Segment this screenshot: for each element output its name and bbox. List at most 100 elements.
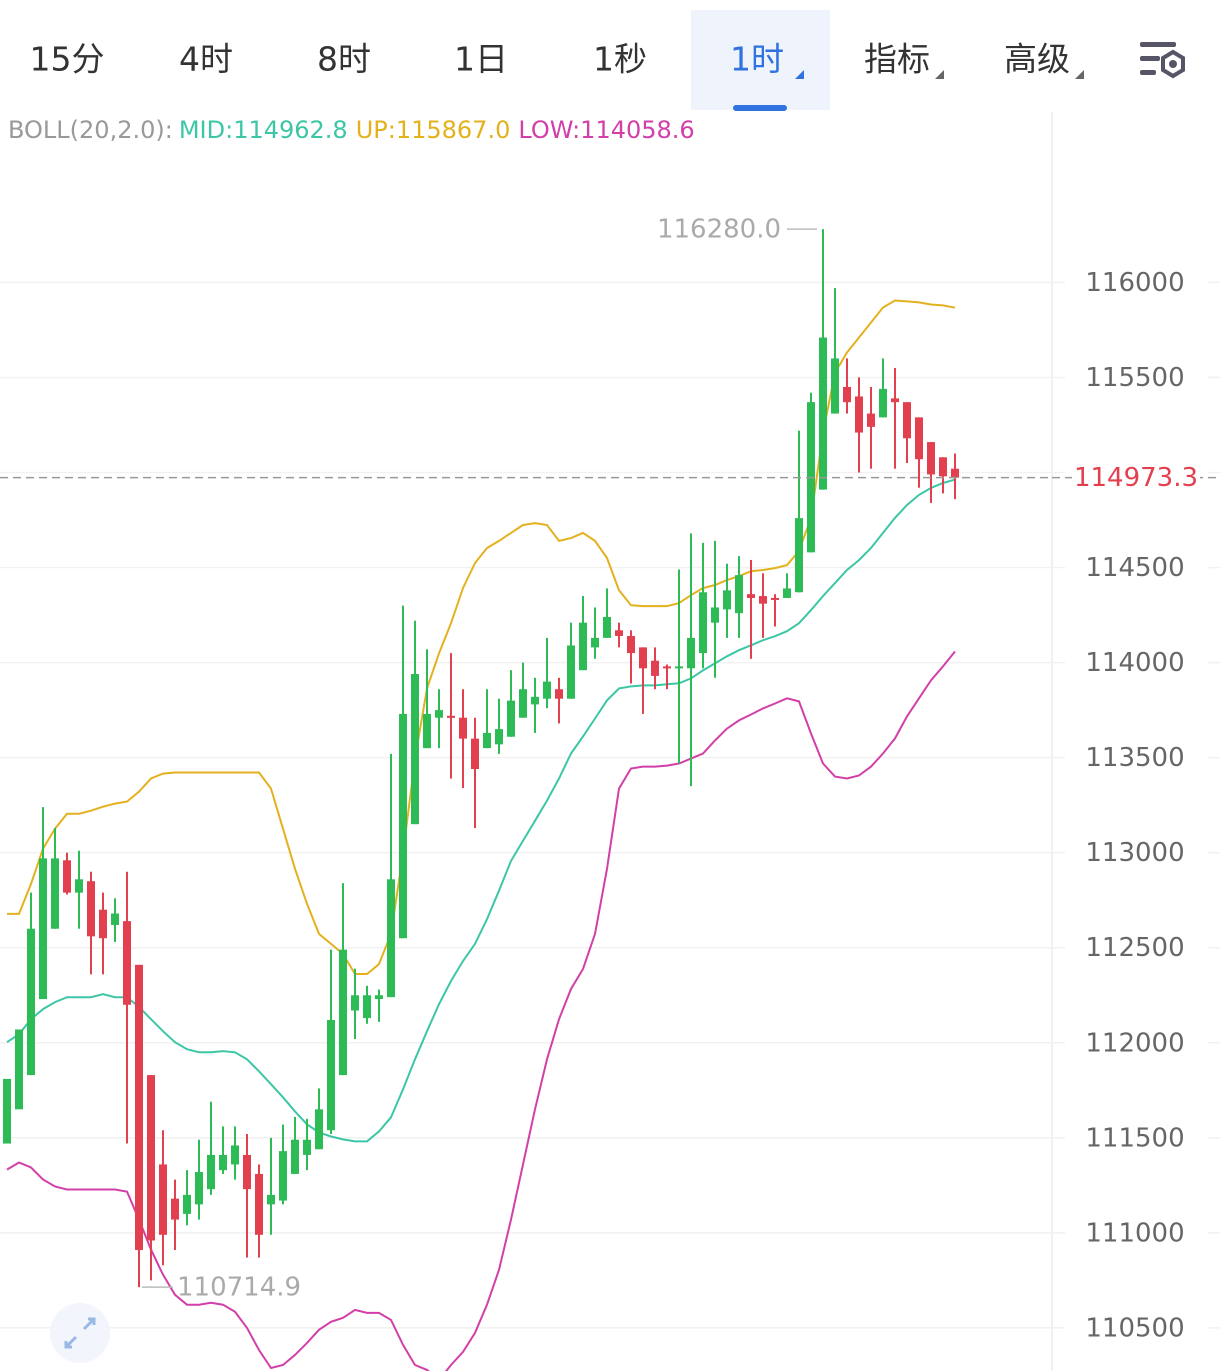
candle-body xyxy=(723,590,731,610)
y-tick-label: 112000 xyxy=(1085,1028,1184,1058)
candle-body xyxy=(459,717,467,739)
candle-body xyxy=(75,879,83,893)
legend-value: 114962.8 xyxy=(233,116,348,144)
legend-value: 115867.0 xyxy=(396,116,511,144)
candle-body xyxy=(267,1194,275,1205)
candle-body xyxy=(579,622,587,671)
candle-body xyxy=(531,696,539,705)
candle-body xyxy=(195,1172,203,1205)
tab[interactable]: 8时 xyxy=(317,40,371,79)
candle-body xyxy=(39,858,47,1000)
candle-body xyxy=(759,596,767,604)
candle-body xyxy=(495,729,503,745)
tab-bar: 15分 4时 8时 1日 1秒 1时 指标 高级 xyxy=(30,40,1084,79)
legend-name: UP: xyxy=(356,116,396,144)
candle-body xyxy=(795,518,803,593)
candle-body xyxy=(867,413,875,427)
dropdown-caret xyxy=(1075,70,1084,79)
candle-body xyxy=(375,995,383,1000)
candle-body xyxy=(843,386,851,403)
candle-body xyxy=(879,388,887,418)
candle-body xyxy=(819,337,827,490)
legend-name: MID: xyxy=(179,116,233,144)
expand-button[interactable] xyxy=(50,1303,110,1363)
candle-body xyxy=(159,1164,167,1235)
y-tick-label: 112500 xyxy=(1085,933,1184,963)
candle-body xyxy=(915,417,923,460)
legend: BOLL(20,2.0): MID:114962.8 UP:115867.0 LOW:… xyxy=(8,116,695,144)
candle-body xyxy=(555,689,563,699)
candle-body xyxy=(627,635,635,654)
candle-body xyxy=(687,637,695,669)
candle-body xyxy=(207,1154,215,1190)
tab[interactable]: 高级 xyxy=(1004,40,1070,79)
candle-body xyxy=(15,1029,23,1110)
y-tick-label: 113000 xyxy=(1085,838,1184,868)
settings-icon[interactable] xyxy=(1140,42,1185,79)
candle-body xyxy=(699,592,707,654)
tab[interactable]: 1日 xyxy=(454,40,508,79)
tab[interactable]: 15分 xyxy=(30,40,105,79)
candle-body xyxy=(423,713,431,749)
candle-body xyxy=(255,1173,263,1235)
candle-body xyxy=(219,1154,227,1171)
candle-body xyxy=(615,630,623,636)
candle-body xyxy=(147,1075,155,1241)
candle-body xyxy=(279,1151,287,1201)
tab[interactable]: 1时 xyxy=(730,40,784,79)
y-tick-label: 114500 xyxy=(1085,553,1184,583)
candle-body xyxy=(351,995,359,1011)
candle-body xyxy=(747,594,755,598)
y-tick-label: 110500 xyxy=(1085,1313,1184,1343)
candle-body xyxy=(543,681,551,699)
candle-body xyxy=(447,715,455,718)
y-tick-label: 111500 xyxy=(1085,1123,1184,1153)
tab[interactable]: 指标 xyxy=(864,40,930,79)
candle-body xyxy=(675,666,683,669)
extreme-label: 110714.9 xyxy=(177,1273,301,1303)
candle-body xyxy=(3,1078,11,1144)
candle-body xyxy=(135,964,143,1250)
boll-line xyxy=(6,478,956,1143)
candle-body xyxy=(123,921,131,1005)
candle-body xyxy=(471,738,479,770)
candle-body xyxy=(411,673,419,825)
extreme-label: 116280.0 xyxy=(657,215,781,245)
candle-body xyxy=(507,700,515,737)
candle-body xyxy=(903,402,911,439)
candle-body xyxy=(771,597,779,600)
candle-body xyxy=(603,616,611,638)
candle-body xyxy=(651,660,659,676)
candle-body xyxy=(783,588,791,598)
candle-body xyxy=(435,710,443,718)
last-price-label: 114973.3 xyxy=(1074,463,1198,493)
plot-area xyxy=(0,229,1052,1371)
last-price-bg xyxy=(1072,460,1200,495)
candle-body xyxy=(243,1154,251,1190)
dropdown-caret xyxy=(795,70,804,79)
tab[interactable]: 1秒 xyxy=(593,40,647,79)
candle-body xyxy=(831,358,839,414)
boll-line xyxy=(6,650,956,1371)
candle-body xyxy=(363,995,371,1019)
candle-body xyxy=(99,909,107,939)
candle-body xyxy=(303,1139,311,1155)
legend-indicator: BOLL(20,2.0): xyxy=(8,116,173,144)
active-tab-underline xyxy=(733,105,787,111)
candle-body xyxy=(315,1109,323,1150)
candle-body xyxy=(339,949,347,1076)
candle-body xyxy=(87,881,95,937)
boll-line xyxy=(7,299,956,975)
dropdown-caret xyxy=(935,70,944,79)
legend-value: 114058.6 xyxy=(580,116,695,144)
candle-body xyxy=(387,879,395,998)
candle-body xyxy=(855,396,863,433)
tab[interactable]: 4时 xyxy=(179,40,233,79)
candle-body xyxy=(171,1198,179,1220)
candle-body xyxy=(51,858,59,929)
y-tick-label: 114000 xyxy=(1085,648,1184,678)
candle-body xyxy=(183,1194,191,1214)
candle-body xyxy=(927,442,935,475)
